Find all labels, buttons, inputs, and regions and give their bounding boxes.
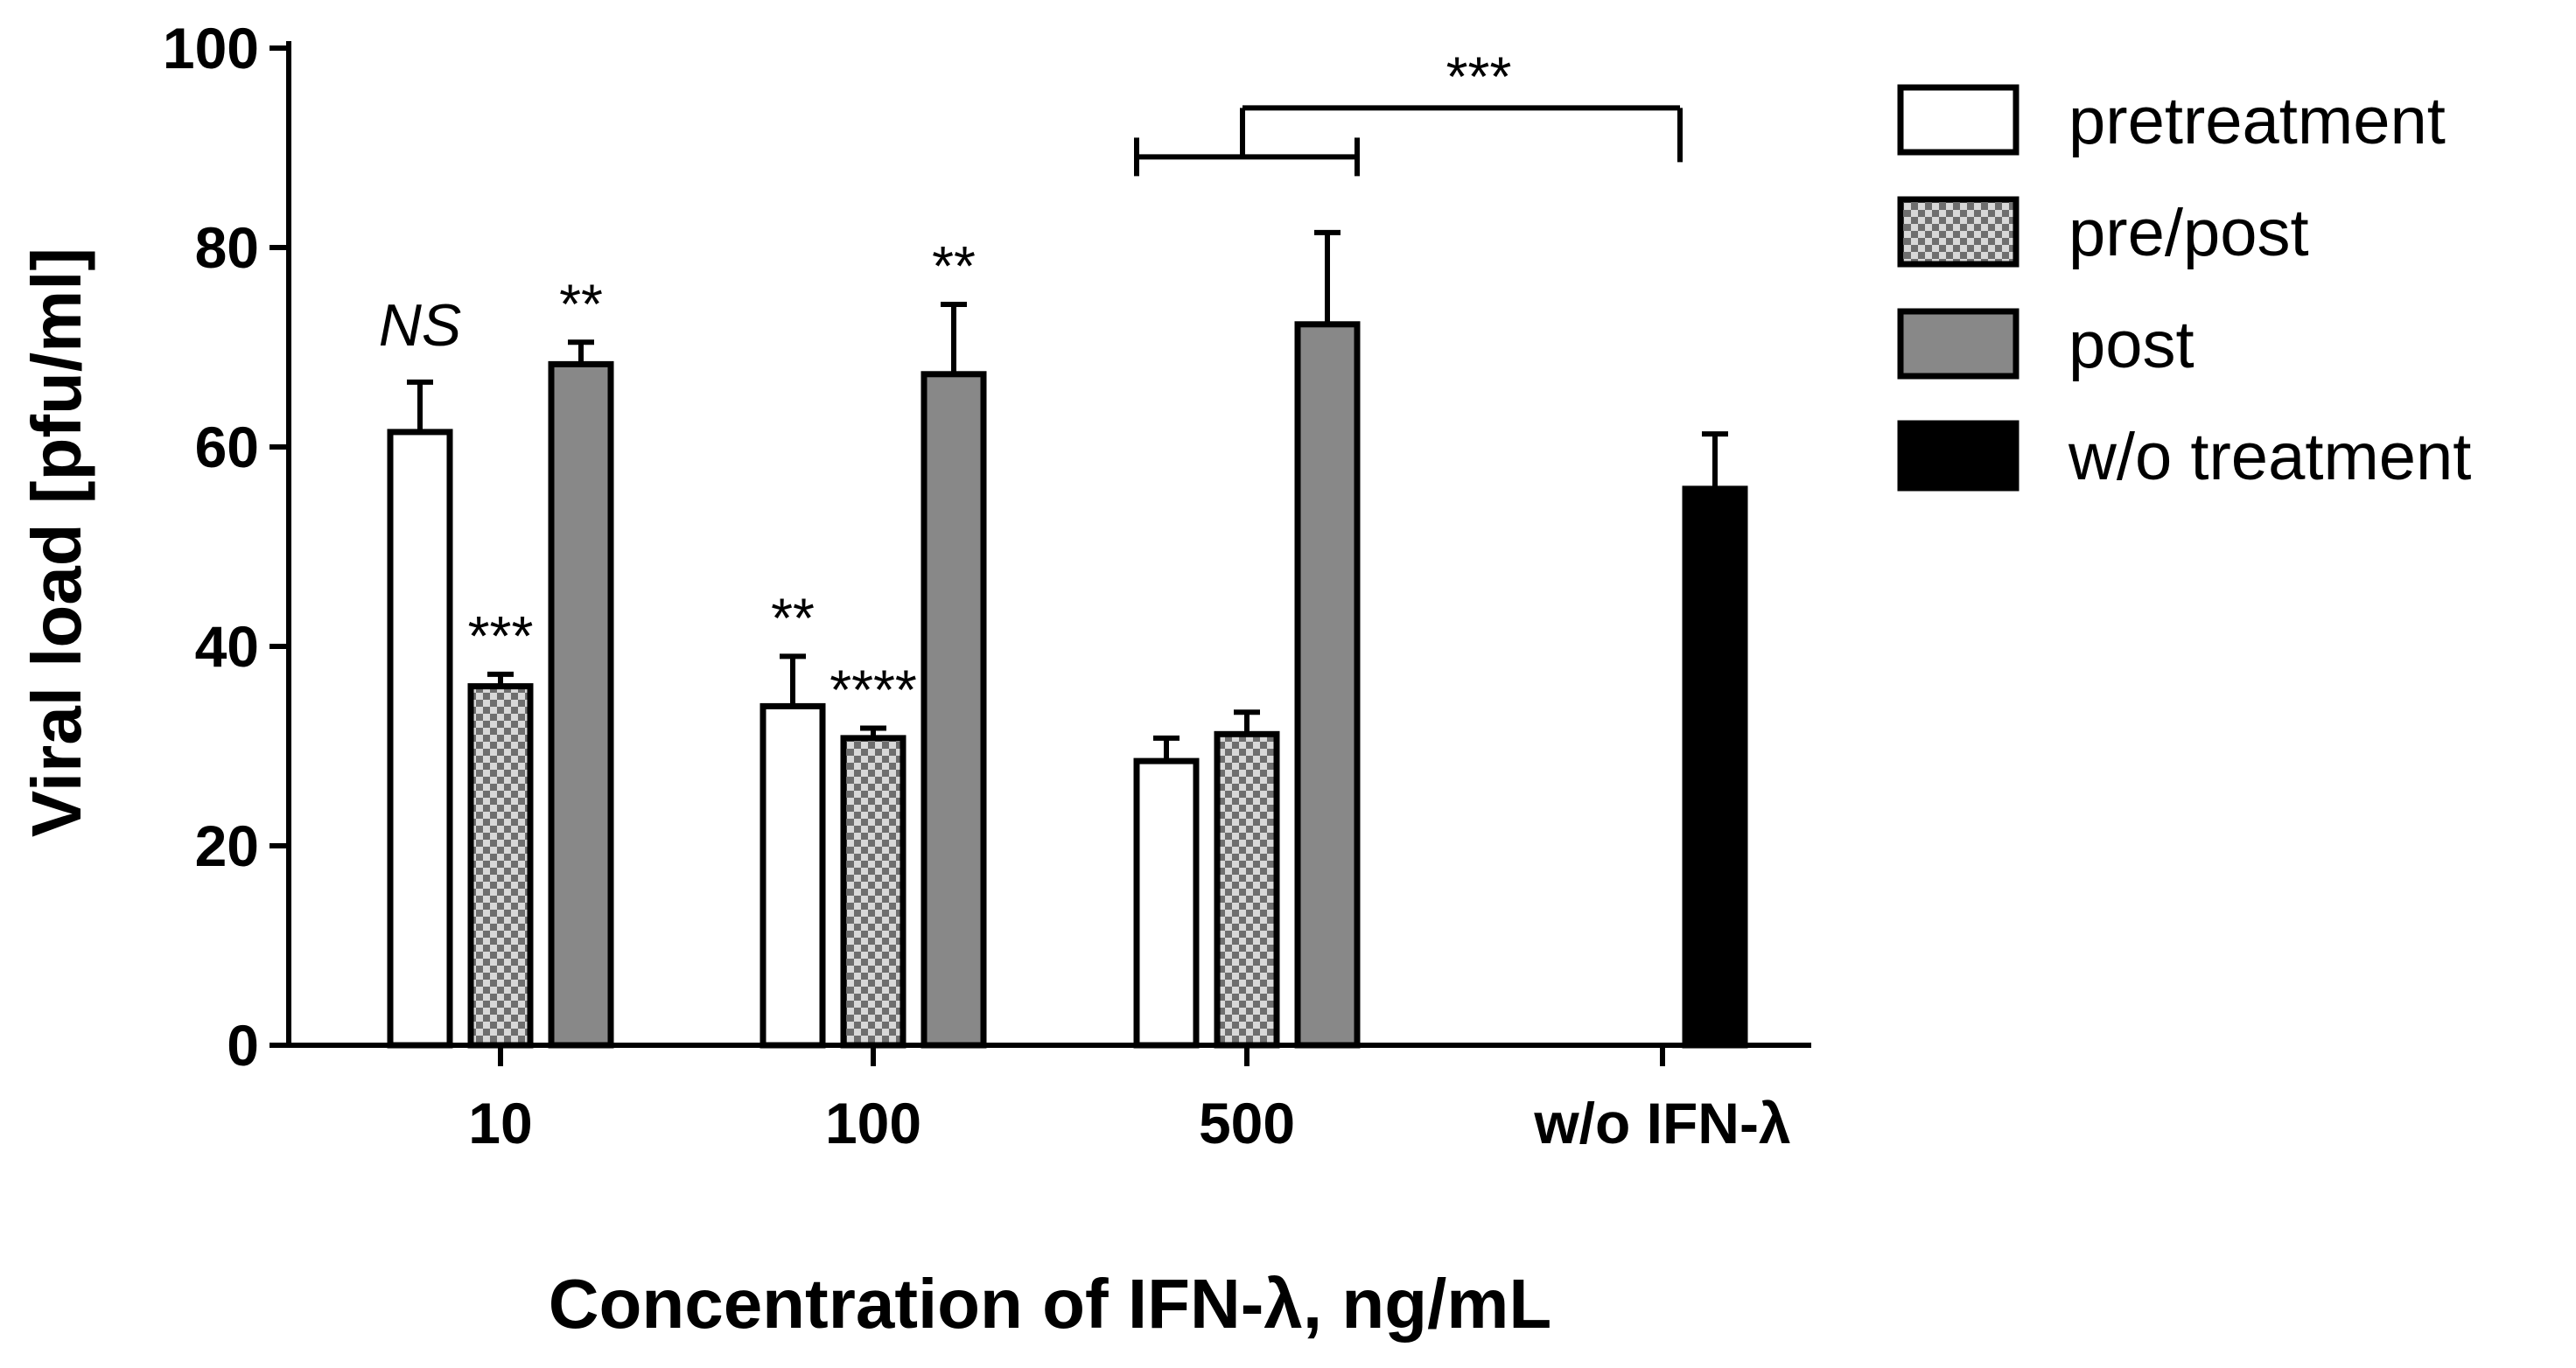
bracket-significance-label: *** — [1446, 45, 1512, 108]
significance-label: **** — [830, 658, 917, 721]
bar-pretreatment — [760, 702, 826, 1049]
legend-swatch — [1897, 84, 2020, 156]
x-tick-label: 100 — [825, 1091, 921, 1155]
legend-label: pre/post — [2068, 196, 2309, 270]
legend: pretreatment pre/post post w/o treatment — [1897, 84, 2471, 494]
significance-label: NS — [379, 292, 461, 359]
significance-annotations: NS**************** — [379, 45, 1683, 721]
y-tick-label: 100 — [163, 16, 259, 80]
x-axis: 10 100 500 w/o IFN-λ — [286, 1043, 1811, 1155]
x-tick-label: 500 — [1199, 1091, 1295, 1155]
bars — [387, 229, 1748, 1049]
y-tick-label: 0 — [227, 1013, 259, 1078]
y-axis: 0 20 40 60 80 100 — [163, 16, 291, 1078]
bar-pre-post — [467, 683, 534, 1049]
x-tick-label: w/o IFN-λ — [1533, 1091, 1790, 1155]
legend-swatch — [1897, 308, 2020, 380]
legend-swatch — [1897, 420, 2020, 492]
bar-post — [1294, 321, 1361, 1049]
legend-label: post — [2068, 308, 2194, 382]
significance-label: *** — [468, 604, 534, 667]
bar-pretreatment — [387, 429, 453, 1049]
y-axis-title: Viral load [pfu/ml] — [18, 248, 95, 837]
bar-w-o-treatment — [1682, 485, 1748, 1049]
bar-post — [920, 371, 987, 1049]
legend-label: pretreatment — [2068, 84, 2446, 158]
x-tick-label: 10 — [468, 1091, 532, 1155]
y-tick-label: 80 — [195, 215, 259, 280]
bar-pre-post — [840, 735, 906, 1049]
bar-pre-post — [1214, 730, 1280, 1049]
legend-label: w/o treatment — [2068, 420, 2471, 494]
y-tick-label: 60 — [195, 415, 259, 479]
x-axis-title: Concentration of IFN-λ, ng/mL — [549, 1265, 1552, 1343]
bar-post — [548, 360, 614, 1049]
significance-label: ** — [771, 586, 815, 649]
legend-swatch — [1897, 196, 2020, 268]
y-tick-label: 40 — [195, 614, 259, 679]
y-tick-label: 20 — [195, 813, 259, 878]
bar-pretreatment — [1133, 757, 1200, 1049]
significance-label: ** — [559, 272, 603, 335]
significance-label: ** — [932, 234, 976, 297]
